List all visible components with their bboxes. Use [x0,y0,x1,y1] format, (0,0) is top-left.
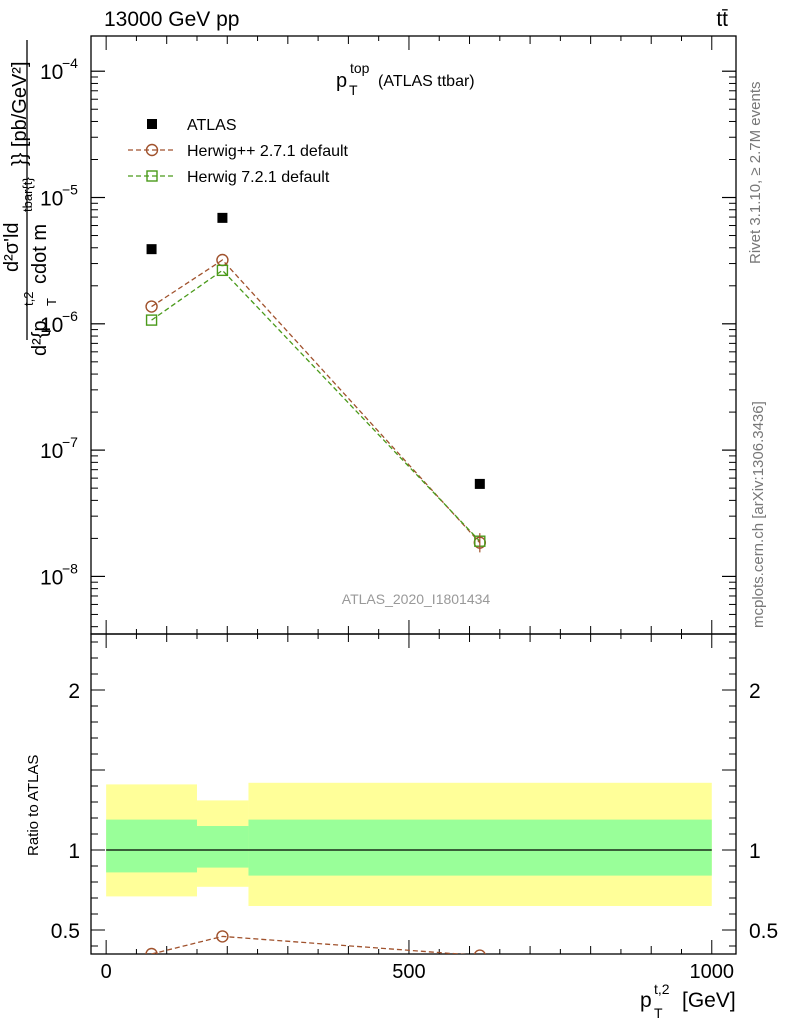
xlabel-sup: t,2 [654,981,670,997]
ratio-ytick-label: 0.5 [51,920,80,943]
data-point [474,478,485,489]
main-ytick-label: 10−7 [40,434,78,463]
legend-entry: Herwig 7.2.1 default [128,169,330,186]
ratio-ytick-label-right: 0.5 [749,920,778,943]
ratio-series-line [151,935,468,954]
main-series [145,212,487,553]
ylabel-bottom-sup: t,2 [21,292,36,306]
title-p: p [336,70,347,92]
ytick-base: 10 [40,61,63,84]
xlabel-p: p [640,989,652,1012]
ratio-bands [106,782,712,906]
ratio-band-inner [248,819,712,876]
ratio-data-point [145,947,158,954]
xlabel-sub: T [654,1005,663,1021]
ylabel-bottom-c: }} [pb/GeV²] [9,61,31,166]
ratio-data-point [473,949,486,954]
data-point [146,244,157,255]
ratio-ytick-label: 2 [68,680,80,703]
ylabel-bottom-sub: T [44,298,59,306]
main-ytick-label: 10−5 [40,182,78,211]
legend: ATLAS Herwig++ 2.7.1 default Herwig 7.2.1 … [128,117,349,186]
series-line [151,269,481,542]
data-point [216,264,229,277]
ratio-ytick-label: 1 [68,840,80,863]
x-axis-label: p t,2 T [GeV] [640,981,736,1021]
xtick-label: 0 [101,961,112,983]
series-line [151,259,481,544]
ytick-exp: −8 [62,560,78,576]
main-ytick-label: 10−4 [40,55,78,84]
legend-entry: ATLAS [147,117,237,134]
header-left: 13000 GeV pp [104,8,239,31]
legend-marker [146,170,158,182]
ytick-exp: −6 [62,308,78,324]
ratio-band-inner [196,826,249,868]
main-ytick-label: 10−8 [40,560,78,589]
ytick-base: 10 [40,566,63,589]
ratio-series [145,930,486,954]
main-title: p top T (ATLAS ttbar) [336,60,475,98]
ratio-data-point [216,930,229,943]
data-point [145,300,158,313]
ytick-exp: −5 [62,182,78,198]
analysis-watermark: ATLAS_2020_I1801434 [342,591,491,607]
ylabel-bottom-b: cdot m [29,224,51,284]
title-sub: T [349,82,358,98]
title-rest: (ATLAS ttbar) [378,73,475,90]
title-sup: top [350,60,370,76]
legend-label: ATLAS [187,117,237,134]
main-ytick-label: 10−6 [40,308,78,337]
legend-marker [145,143,159,157]
ylabel-bottom-sup2: tbar{t} [20,177,35,212]
ytick-base: 10 [40,440,63,463]
legend-marker [147,119,157,129]
ratio-ytick-label-right: 1 [749,840,761,863]
ratio-y-label: Ratio to ATLAS [25,755,42,856]
ytick-exp: −7 [62,434,78,450]
ratio-band-inner [106,819,197,873]
ylabel-bottom-a: d²{p [29,320,51,356]
ytick-base: 10 [40,314,63,337]
legend-entry: Herwig++ 2.7.1 default [128,143,349,160]
xtick-label: 500 [392,961,425,983]
ytick-base: 10 [40,188,63,211]
ratio-ytick-label-right: 2 [749,680,761,703]
xlabel-unit: [GeV] [682,989,736,1012]
header-right: tt̄ [716,8,728,31]
data-point [145,314,158,326]
ratio-plot-frame [90,633,737,955]
ytick-exp: −4 [62,55,78,71]
mcplots-label: mcplots.cern.ch [arXiv:1306.3436] [750,401,767,628]
data-point [217,212,228,223]
xtick-label: 1000 [690,961,735,983]
legend-label: Herwig++ 2.7.1 default [187,143,349,160]
legend-label: Herwig 7.2.1 default [187,169,330,186]
ylabel-top: d²σ'ld [1,222,23,272]
rivet-version-label: Rivet 3.1.10, ≥ 2.7M events [747,82,764,265]
main-y-label: d²σ'ld d²{p t,2 T cdot m tbar{t} }} [pb/… [1,40,59,356]
